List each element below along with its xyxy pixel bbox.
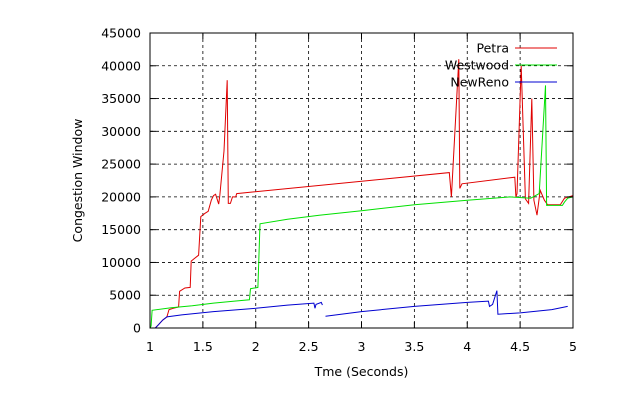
legend: Petra Westwood NewReno [445, 41, 557, 90]
x-tick-label: 1.5 [193, 339, 213, 354]
y-tick-label: 0 [133, 321, 141, 336]
legend-label-newreno: NewReno [450, 75, 509, 90]
y-tick-label: 40000 [101, 58, 141, 73]
y-tick-label: 30000 [101, 124, 141, 139]
y-tick-label: 35000 [101, 91, 141, 106]
series-line-newreno [150, 290, 568, 329]
y-tick-label: 45000 [101, 26, 141, 41]
grid [150, 33, 573, 328]
y-tick-label: 15000 [101, 222, 141, 237]
x-tick-label: 2 [252, 339, 260, 354]
x-tick-label: 4.5 [510, 339, 530, 354]
legend-label-petra: Petra [477, 41, 509, 56]
x-tick-label: 2.5 [299, 339, 319, 354]
y-tick-label: 25000 [101, 157, 141, 172]
axis-ticks: 1 1.5 2 2.5 3 3.5 4 4.5 5 0 5000 10000 15000 20000 250… [101, 26, 577, 355]
y-axis-title: Congestion Window [70, 119, 85, 243]
x-tick-label: 3 [358, 339, 366, 354]
y-tick-label: 20000 [101, 189, 141, 204]
x-tick-label: 4 [463, 339, 471, 354]
x-tick-label: 5 [569, 339, 577, 354]
y-tick-label: 5000 [109, 288, 141, 303]
x-tick-label: 1 [146, 339, 154, 354]
y-tick-label: 10000 [101, 255, 141, 270]
series-lines [149, 59, 574, 329]
series-line-petra [150, 59, 574, 329]
x-tick-label: 3.5 [404, 339, 424, 354]
series-line-westwood [149, 85, 574, 329]
legend-label-westwood: Westwood [445, 58, 509, 73]
x-axis-title: Tme (Seconds) [314, 364, 409, 379]
